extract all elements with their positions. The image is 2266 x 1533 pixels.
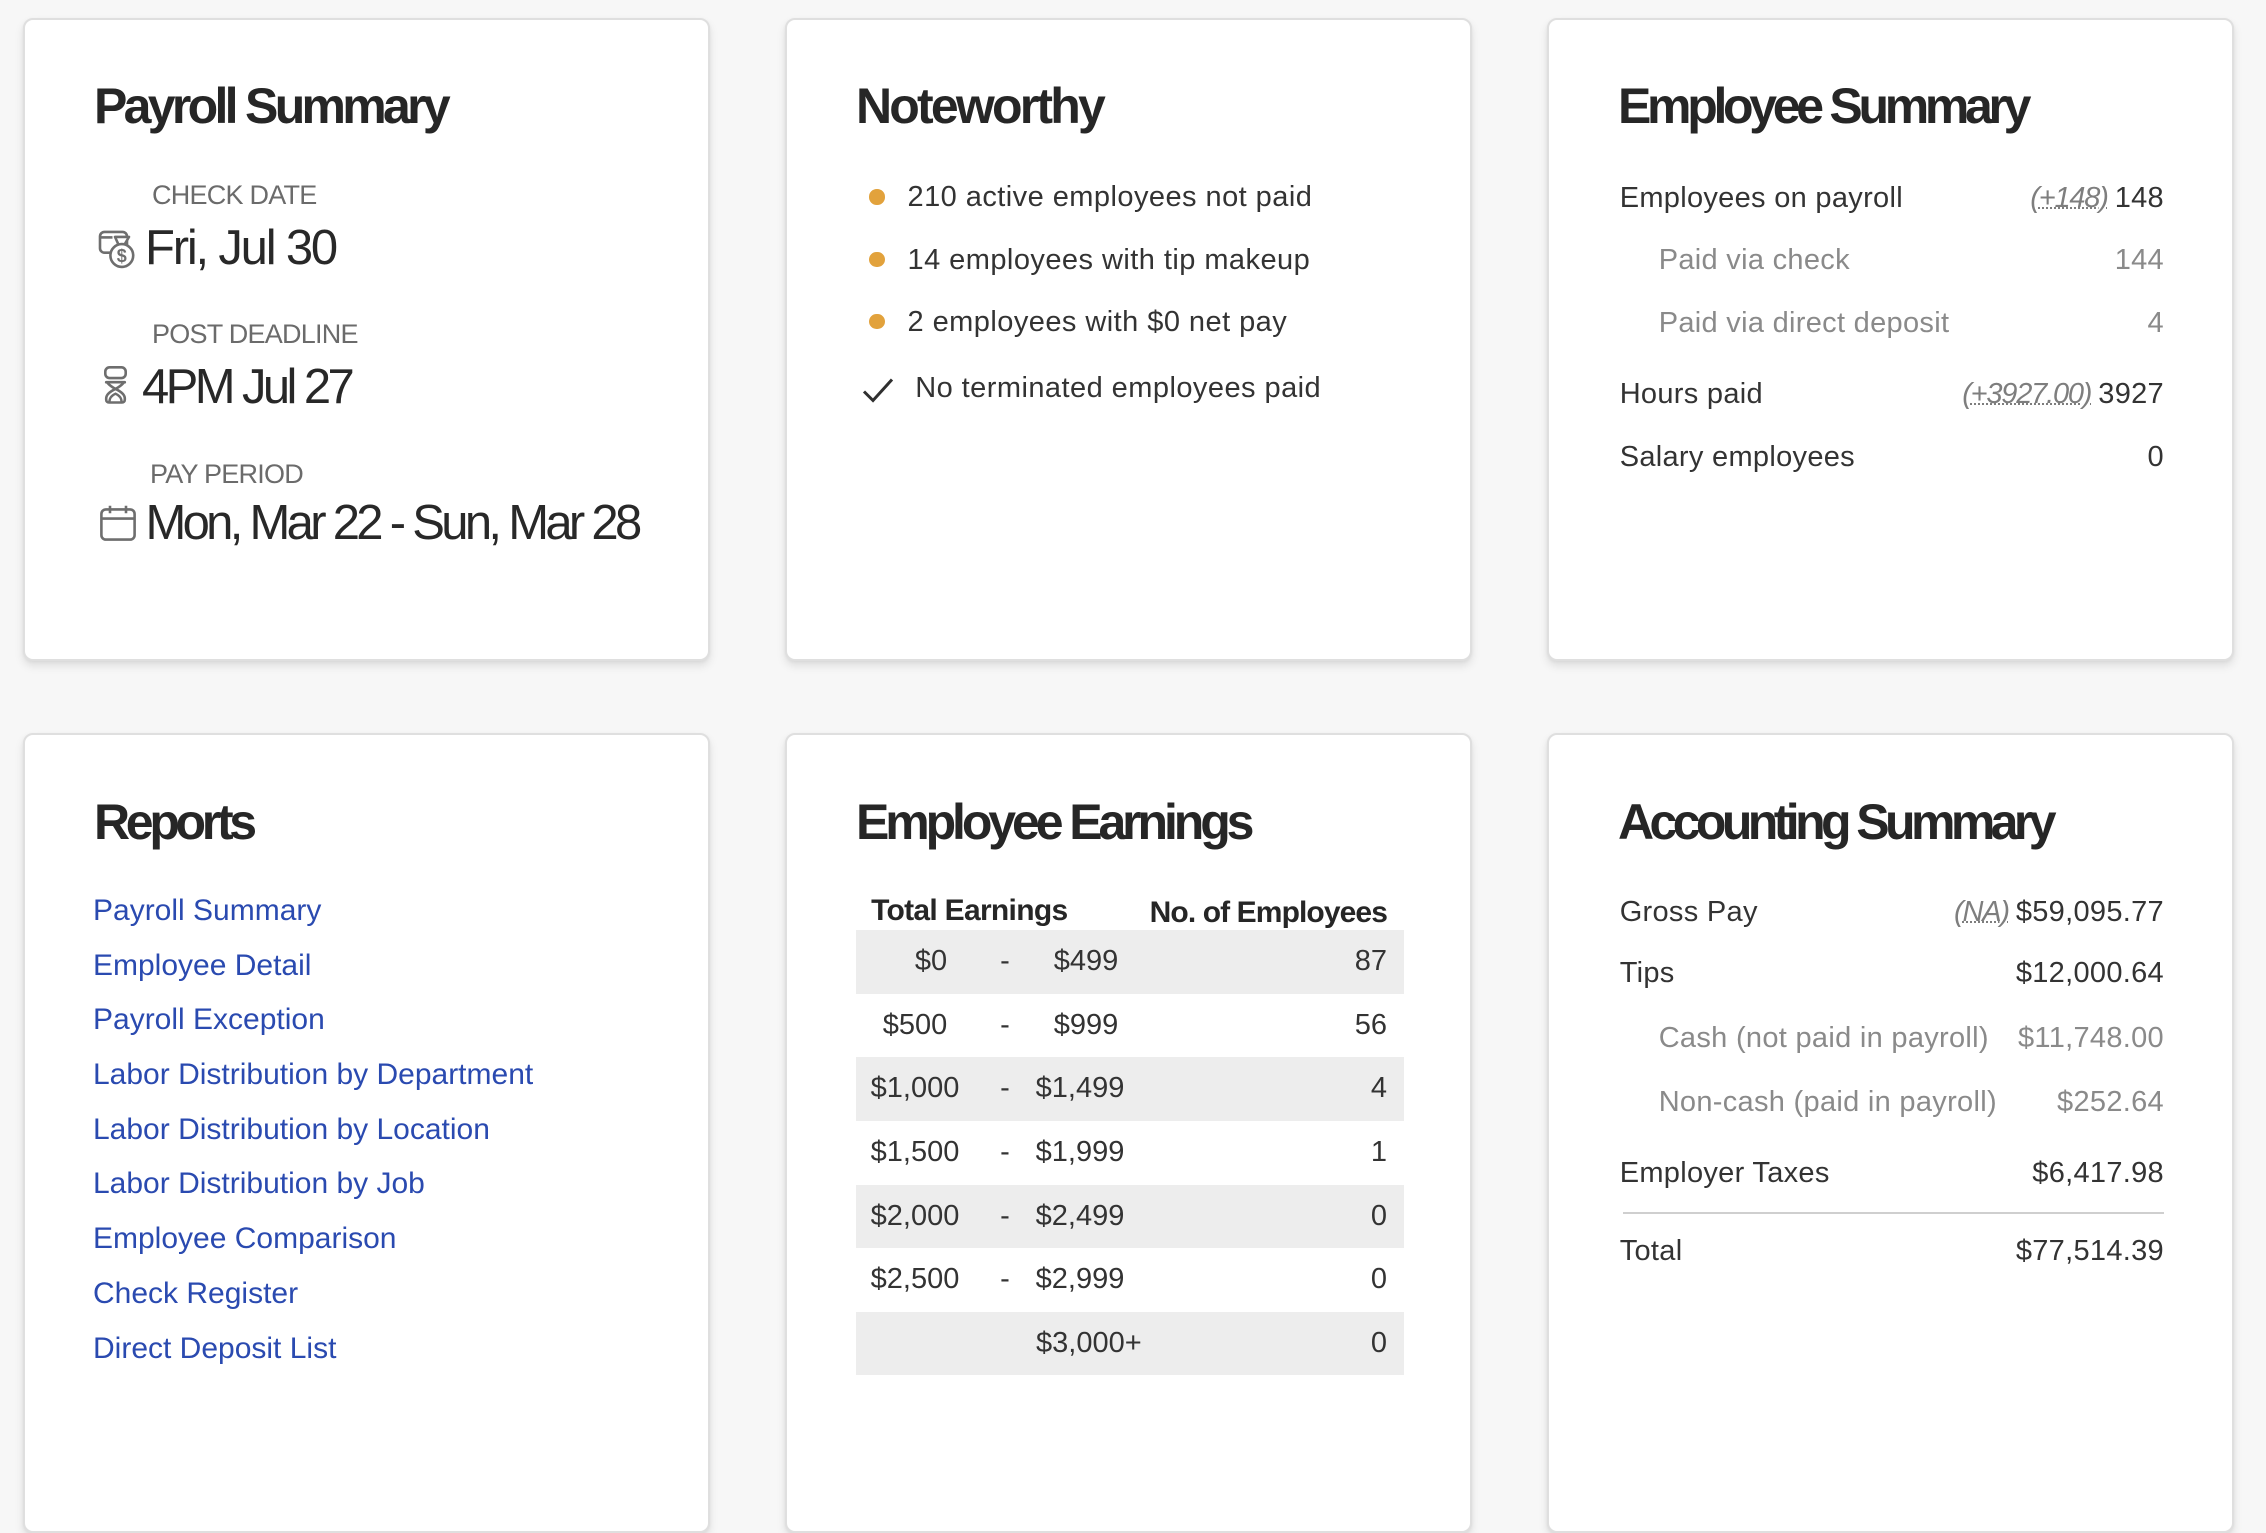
svg-text:$: $ xyxy=(117,246,127,266)
